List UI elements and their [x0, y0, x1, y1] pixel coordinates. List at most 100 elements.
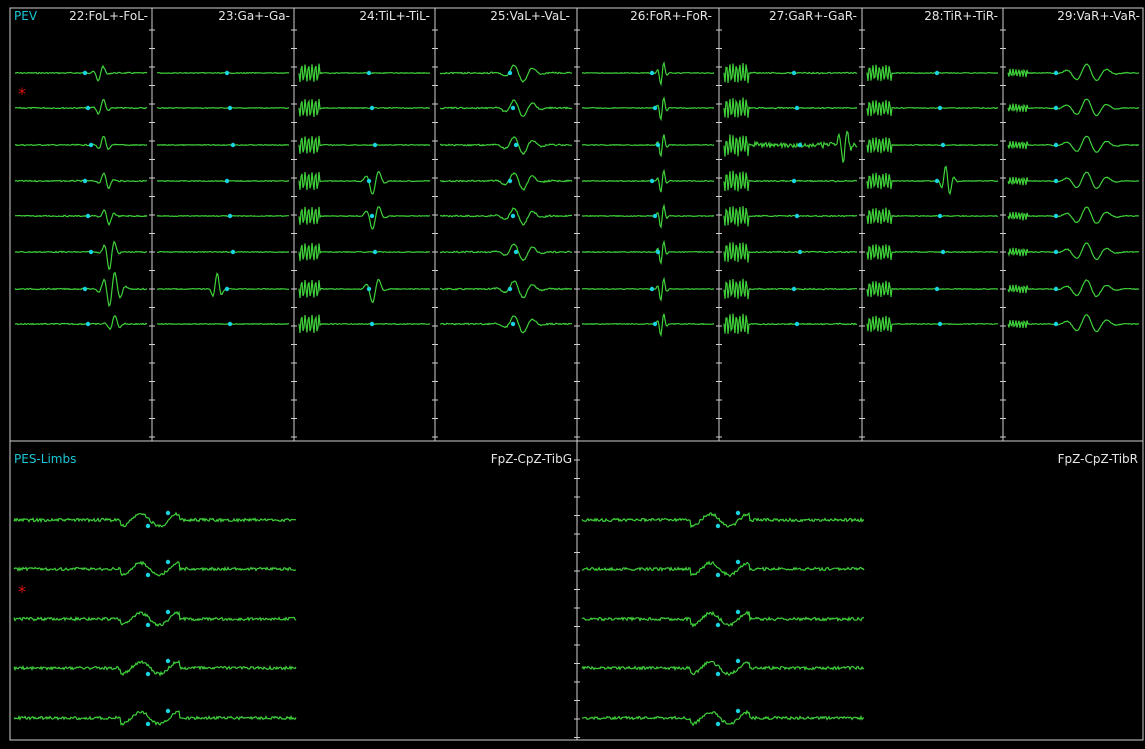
top-trace	[866, 165, 999, 196]
cursor-dot	[507, 178, 513, 184]
cursor-dot	[652, 105, 658, 111]
cursor-dot	[735, 609, 741, 615]
cursor-dot	[227, 105, 233, 111]
channel-header-26[interactable]: 26:FoR+-FoR-	[630, 9, 712, 23]
cursor-dot	[372, 249, 378, 255]
top-trace	[14, 64, 148, 82]
top-trace	[298, 171, 431, 195]
top-trace	[581, 239, 714, 266]
channel-header-24[interactable]: 24:TiL+-TiL-	[359, 9, 430, 23]
top-trace	[439, 280, 573, 299]
top-trace	[866, 280, 999, 298]
top-trace	[866, 315, 999, 333]
top-trace	[1007, 206, 1140, 224]
top-trace	[1007, 135, 1140, 153]
cursor-dot	[1053, 213, 1059, 219]
cursor-dot	[507, 70, 513, 76]
cursor-dot	[372, 142, 378, 148]
top-trace	[581, 276, 715, 302]
top-trace	[866, 244, 999, 260]
cursor-dot	[230, 142, 236, 148]
top-trace	[298, 278, 431, 304]
cursor-dot	[88, 249, 94, 255]
cursor-dot	[165, 658, 171, 664]
cursor-dot	[940, 142, 946, 148]
cursor-dot	[791, 178, 797, 184]
cursor-dot	[224, 178, 230, 184]
cursor-dot	[224, 286, 230, 292]
top-trace	[581, 203, 715, 230]
top-trace	[439, 99, 573, 117]
cursor-dot	[145, 671, 151, 677]
cursor-dot	[165, 609, 171, 615]
channel-header-22[interactable]: 22:FoL+-FoL-	[69, 9, 148, 23]
top-trace	[723, 206, 858, 227]
top-trace	[14, 135, 148, 151]
cursor-dot	[145, 523, 151, 529]
top-trace	[298, 98, 431, 117]
bottom-trace	[13, 610, 297, 628]
top-trace	[723, 170, 858, 192]
bottom-trace	[581, 660, 865, 677]
top-trace	[581, 96, 715, 122]
top-trace	[1007, 171, 1140, 190]
cursor-dot	[937, 105, 943, 111]
channel-header-23[interactable]: 23:Ga+-Ga-	[218, 9, 290, 23]
top-trace	[581, 168, 714, 193]
cursor-dot	[934, 70, 940, 76]
top-trace	[581, 60, 715, 87]
cursor-dot	[227, 321, 233, 327]
cursor-dot	[649, 178, 655, 184]
cursor-dot	[940, 249, 946, 255]
bottom-trace	[581, 709, 865, 727]
cursor-dot	[510, 105, 516, 111]
top-trace	[439, 136, 572, 155]
top-mode-label[interactable]: PEV	[14, 9, 38, 23]
cursor-dot	[934, 178, 940, 184]
top-trace	[866, 137, 998, 154]
top-trace	[298, 63, 431, 83]
top-trace	[723, 97, 858, 119]
left-montage-label[interactable]: FpZ-CpZ-TibG	[490, 452, 572, 466]
selected-trace-marker-top: *	[18, 84, 26, 103]
top-trace	[439, 172, 573, 192]
bottom-trace	[581, 560, 865, 578]
cursor-dot	[227, 213, 233, 219]
top-trace	[298, 242, 431, 262]
channel-header-27[interactable]: 27:GaR+-GaR-	[769, 9, 857, 23]
cursor-dot	[507, 286, 513, 292]
channel-header-29[interactable]: 29:VaR+-VaR-	[1057, 9, 1140, 23]
cursor-dot	[655, 142, 661, 148]
cursor-dot	[1053, 142, 1059, 148]
cursor-dot	[1053, 286, 1059, 292]
top-trace	[1007, 242, 1140, 261]
cursor-dot	[797, 249, 803, 255]
cursor-dot	[85, 321, 91, 327]
cursor-dot	[937, 213, 943, 219]
channel-header-28[interactable]: 28:TiR+-TiR-	[924, 9, 998, 23]
top-trace	[723, 278, 857, 300]
top-trace	[866, 64, 999, 82]
cursor-dot	[369, 213, 375, 219]
bottom-trace	[13, 511, 297, 528]
cursor-dot	[230, 249, 236, 255]
top-trace	[723, 313, 858, 335]
cursor-dot	[649, 286, 655, 292]
cursor-dot	[513, 142, 519, 148]
cursor-dot	[510, 321, 516, 327]
cursor-dot	[794, 213, 800, 219]
cursor-dot	[794, 321, 800, 327]
right-montage-label[interactable]: FpZ-CpZ-TibR	[1057, 452, 1138, 466]
top-trace	[156, 272, 290, 298]
cursor-dot	[145, 622, 151, 628]
top-trace	[14, 240, 148, 271]
bottom-mode-label[interactable]: PES-Limbs	[14, 452, 77, 466]
top-trace	[156, 214, 290, 218]
top-trace	[439, 207, 572, 226]
cursor-dot	[715, 523, 721, 529]
top-trace	[156, 250, 290, 254]
channel-header-25[interactable]: 25:VaL+-VaL-	[490, 9, 570, 23]
bottom-trace	[13, 659, 297, 677]
top-trace	[298, 206, 431, 230]
